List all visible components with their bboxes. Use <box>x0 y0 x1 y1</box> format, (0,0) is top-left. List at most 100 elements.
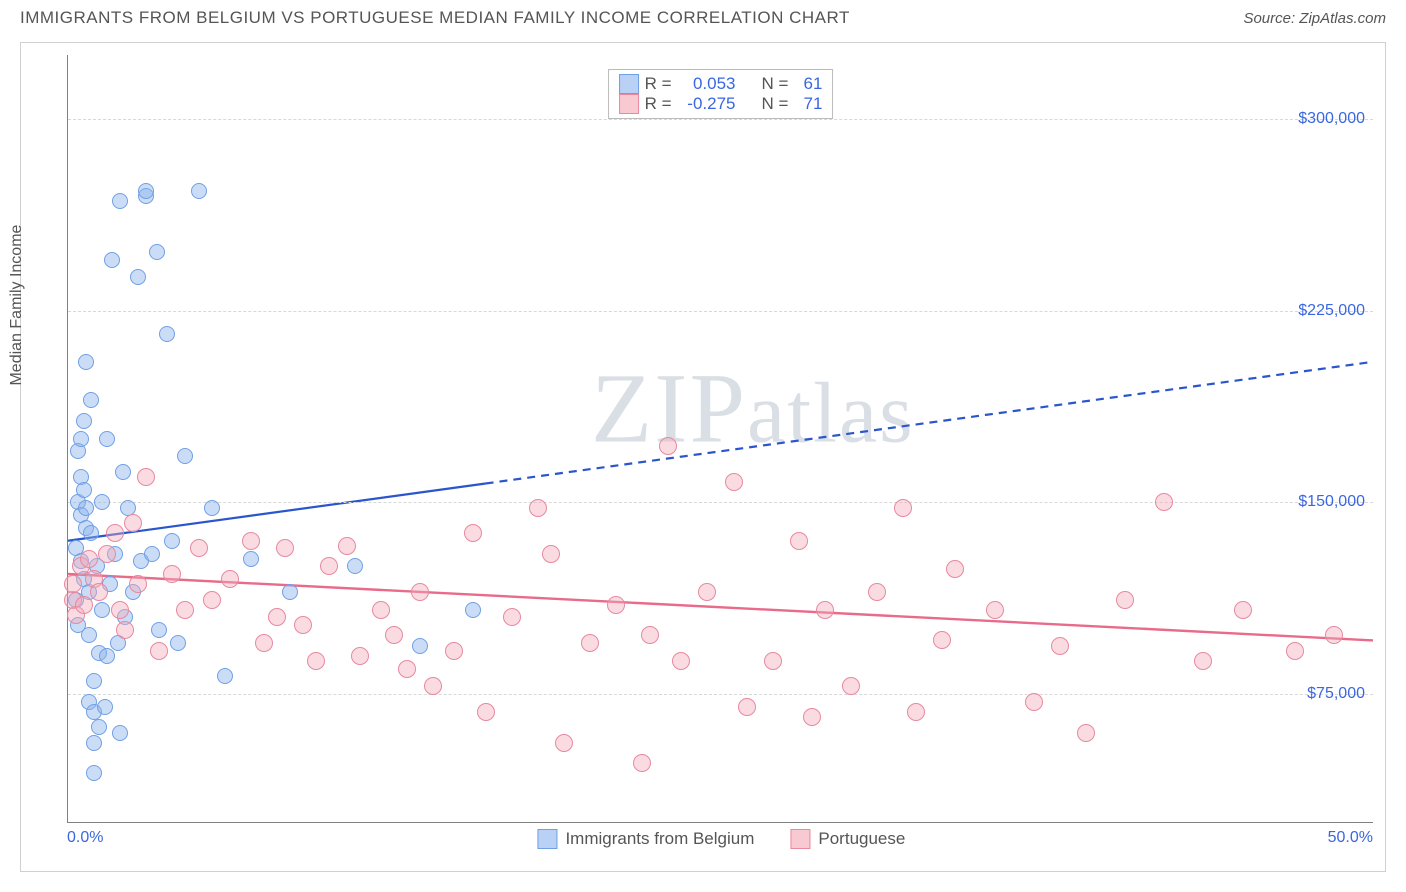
x-tick-max: 50.0% <box>1328 829 1373 847</box>
belgium-point <box>78 354 94 370</box>
portuguese-point <box>411 583 429 601</box>
portuguese-point <box>294 616 312 634</box>
y-axis-label: Median Family Income <box>8 225 26 386</box>
belgium-point <box>465 602 481 618</box>
belgium-point <box>99 431 115 447</box>
portuguese-point <box>542 545 560 563</box>
portuguese-point <box>190 539 208 557</box>
belgium-point <box>94 602 110 618</box>
belgium-point <box>97 699 113 715</box>
r-value: -0.275 <box>678 94 736 114</box>
portuguese-point <box>320 557 338 575</box>
portuguese-point <box>725 473 743 491</box>
belgium-point <box>191 183 207 199</box>
belgium-point <box>177 448 193 464</box>
series-legend: Immigrants from BelgiumPortuguese <box>537 829 905 849</box>
chart-title: IMMIGRANTS FROM BELGIUM VS PORTUGUESE ME… <box>20 8 850 28</box>
stats-swatch <box>619 74 639 94</box>
portuguese-point <box>529 499 547 517</box>
portuguese-point <box>106 524 124 542</box>
portuguese-point <box>80 550 98 568</box>
watermark: ZIPatlas <box>591 350 915 465</box>
chart-frame: Median Family Income ZIPatlas R =0.053N … <box>20 42 1386 872</box>
y-tick-label: $300,000 <box>1298 110 1365 128</box>
portuguese-point <box>137 468 155 486</box>
portuguese-point <box>464 524 482 542</box>
portuguese-point <box>986 601 1004 619</box>
portuguese-point <box>445 642 463 660</box>
portuguese-point <box>907 703 925 721</box>
belgium-point <box>149 244 165 260</box>
belgium-point <box>347 558 363 574</box>
belgium-point <box>76 482 92 498</box>
portuguese-point <box>477 703 495 721</box>
portuguese-point <box>698 583 716 601</box>
belgium-point <box>83 525 99 541</box>
portuguese-point <box>64 575 82 593</box>
trend-lines <box>68 55 1373 822</box>
belgium-point <box>164 533 180 549</box>
portuguese-point <box>946 560 964 578</box>
portuguese-point <box>738 698 756 716</box>
portuguese-point <box>1286 642 1304 660</box>
portuguese-point <box>268 608 286 626</box>
portuguese-point <box>842 677 860 695</box>
belgium-point <box>204 500 220 516</box>
plot-area: ZIPatlas R =0.053N =61R =-0.275N =71 $75… <box>67 55 1373 823</box>
portuguese-point <box>1051 637 1069 655</box>
portuguese-trend-solid <box>68 574 1373 640</box>
belgium-point <box>81 627 97 643</box>
belgium-trend-dashed <box>486 362 1373 484</box>
stats-row: R =0.053N =61 <box>619 74 823 94</box>
portuguese-point <box>1194 652 1212 670</box>
portuguese-point <box>581 634 599 652</box>
belgium-point <box>99 648 115 664</box>
portuguese-point <box>641 626 659 644</box>
r-label: R = <box>645 94 672 114</box>
portuguese-point <box>659 437 677 455</box>
portuguese-point <box>255 634 273 652</box>
belgium-point <box>86 765 102 781</box>
belgium-point <box>86 673 102 689</box>
n-label: N = <box>762 74 789 94</box>
portuguese-point <box>1325 626 1343 644</box>
portuguese-point <box>764 652 782 670</box>
portuguese-point <box>150 642 168 660</box>
portuguese-point <box>803 708 821 726</box>
gridline <box>68 694 1373 695</box>
belgium-point <box>91 719 107 735</box>
portuguese-point <box>424 677 442 695</box>
portuguese-point <box>1077 724 1095 742</box>
portuguese-point <box>398 660 416 678</box>
portuguese-point <box>503 608 521 626</box>
portuguese-point <box>98 545 116 563</box>
portuguese-point <box>868 583 886 601</box>
belgium-point <box>86 735 102 751</box>
legend-item: Immigrants from Belgium <box>537 829 754 849</box>
portuguese-point <box>176 601 194 619</box>
gridline <box>68 119 1373 120</box>
portuguese-point <box>111 601 129 619</box>
portuguese-point <box>1155 493 1173 511</box>
belgium-point <box>159 326 175 342</box>
gridline <box>68 311 1373 312</box>
belgium-point <box>73 431 89 447</box>
belgium-point <box>94 494 110 510</box>
belgium-point <box>151 622 167 638</box>
portuguese-point <box>75 596 93 614</box>
belgium-point <box>104 252 120 268</box>
belgium-point <box>76 413 92 429</box>
portuguese-point <box>276 539 294 557</box>
stats-swatch <box>619 94 639 114</box>
portuguese-point <box>221 570 239 588</box>
portuguese-point <box>385 626 403 644</box>
belgium-point <box>138 183 154 199</box>
portuguese-point <box>1234 601 1252 619</box>
portuguese-point <box>633 754 651 772</box>
legend-swatch <box>790 829 810 849</box>
n-label: N = <box>762 94 789 114</box>
belgium-point <box>170 635 186 651</box>
belgium-point <box>78 500 94 516</box>
portuguese-point <box>816 601 834 619</box>
belgium-point <box>83 392 99 408</box>
